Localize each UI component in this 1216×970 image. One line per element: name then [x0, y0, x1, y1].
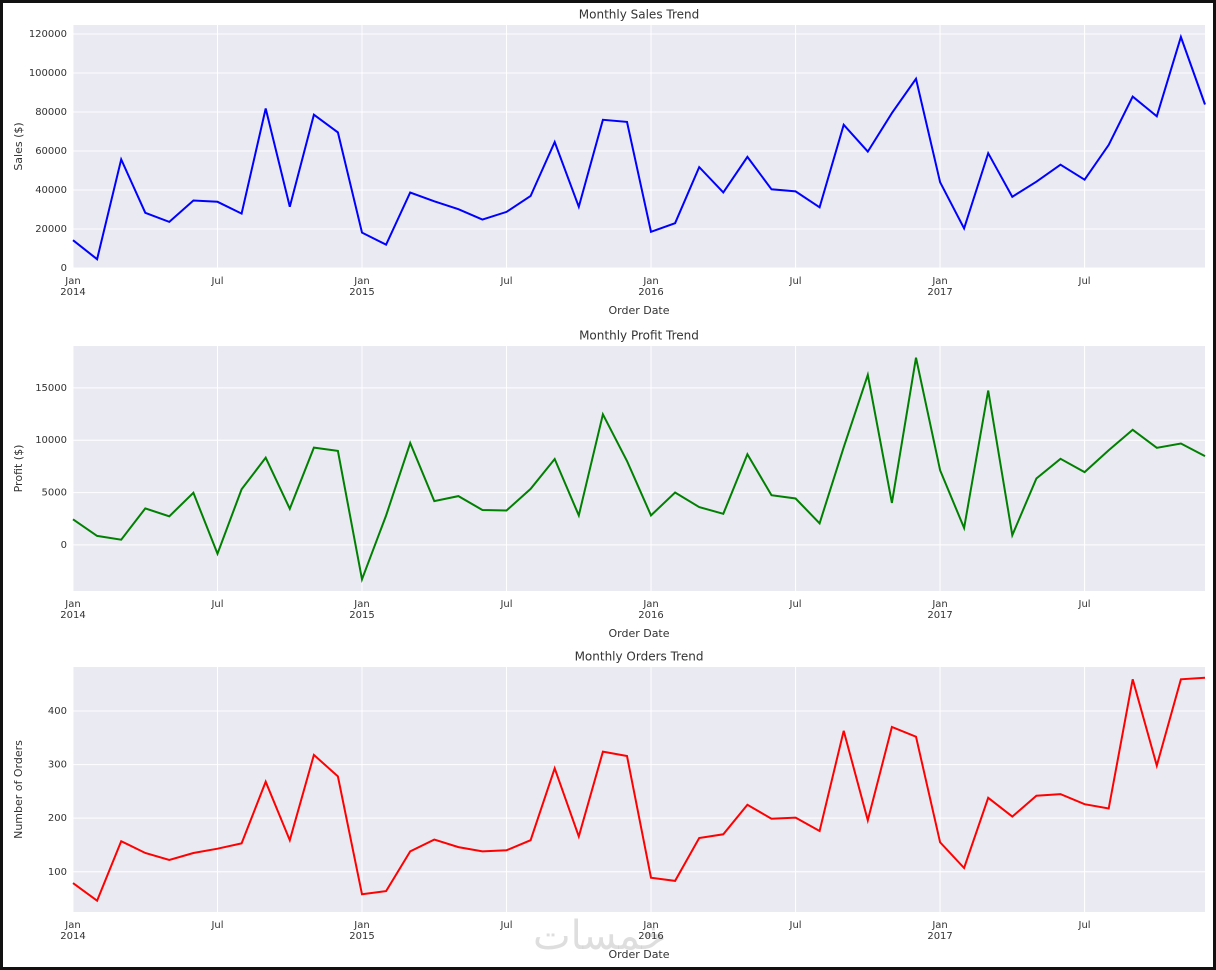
chart: Monthly Sales Trend Order Date Sales ($) 0 2… [12, 8, 1206, 961]
x-tick-label: Jul [500, 599, 513, 610]
y-tick-label: 60000 [35, 146, 67, 157]
y-tick-label: 0 [61, 263, 67, 274]
x-tick-label: Jan 2016 [638, 599, 664, 621]
y-tick-label: 80000 [35, 107, 67, 118]
x-axis-label: Order Date [608, 948, 669, 961]
y-tick-label: 10000 [35, 435, 67, 446]
y-tick-label: 100 [48, 867, 67, 878]
plot-area [73, 346, 1205, 591]
y-tick-label: 120000 [29, 29, 67, 40]
y-tick-label: 5000 [42, 488, 67, 499]
x-tick-label: Jul [789, 599, 802, 610]
x-tick-label: Jan 2014 [60, 599, 86, 621]
x-tick-label: Jul [500, 920, 513, 931]
chart-title: Monthly Orders Trend [575, 650, 704, 664]
x-axis-label: Order Date [608, 627, 669, 640]
x-tick-label: Jan 2016 [638, 920, 664, 942]
x-tick-label: Jul [1078, 599, 1091, 610]
chart-title: Monthly Profit Trend [579, 329, 699, 343]
x-tick-label: Jan 2014 [60, 276, 86, 298]
x-tick-label: Jan 2015 [349, 599, 375, 621]
y-axis-label: Profit ($) [12, 445, 25, 493]
y-tick-label: 100000 [29, 68, 67, 79]
x-tick-label: Jan 2015 [349, 276, 375, 298]
x-tick-label: Jul [211, 920, 224, 931]
x-tick-label: Jan 2016 [638, 276, 664, 298]
x-tick-label: Jan 2017 [927, 920, 953, 942]
plot-area [73, 25, 1205, 268]
x-tick-label: Jul [1078, 276, 1091, 287]
x-tick-label: Jan 2014 [60, 920, 86, 942]
line [72, 33, 1206, 261]
y-tick-label: 400 [48, 706, 67, 717]
x-tick-label: Jan 2015 [349, 920, 375, 942]
x-tick-label: Jul [789, 920, 802, 931]
x-tick-label: Jan 2017 [927, 276, 953, 298]
y-tick-label: 300 [48, 760, 67, 771]
y-tick-label: 15000 [35, 383, 67, 394]
y-tick-label: 20000 [35, 224, 67, 235]
y-axis-label: Sales ($) [12, 122, 25, 170]
x-tick-label: Jul [789, 276, 802, 287]
watermark: خمسات [533, 913, 667, 959]
line [72, 676, 1206, 903]
x-tick-label: Jul [500, 276, 513, 287]
y-tick-label: 0 [61, 540, 67, 551]
x-axis-label: Order Date [608, 304, 669, 317]
y-axis-label: Number of Orders [12, 740, 25, 839]
x-tick-label: Jul [211, 276, 224, 287]
y-tick-label: 40000 [35, 185, 67, 196]
x-tick-label: Jul [1078, 920, 1091, 931]
chart-title: Monthly Sales Trend [579, 8, 699, 22]
y-tick-label: 200 [48, 813, 67, 824]
line [72, 357, 1206, 583]
plot-area [73, 667, 1205, 912]
x-tick-label: Jul [211, 599, 224, 610]
x-tick-label: Jan 2017 [927, 599, 953, 621]
